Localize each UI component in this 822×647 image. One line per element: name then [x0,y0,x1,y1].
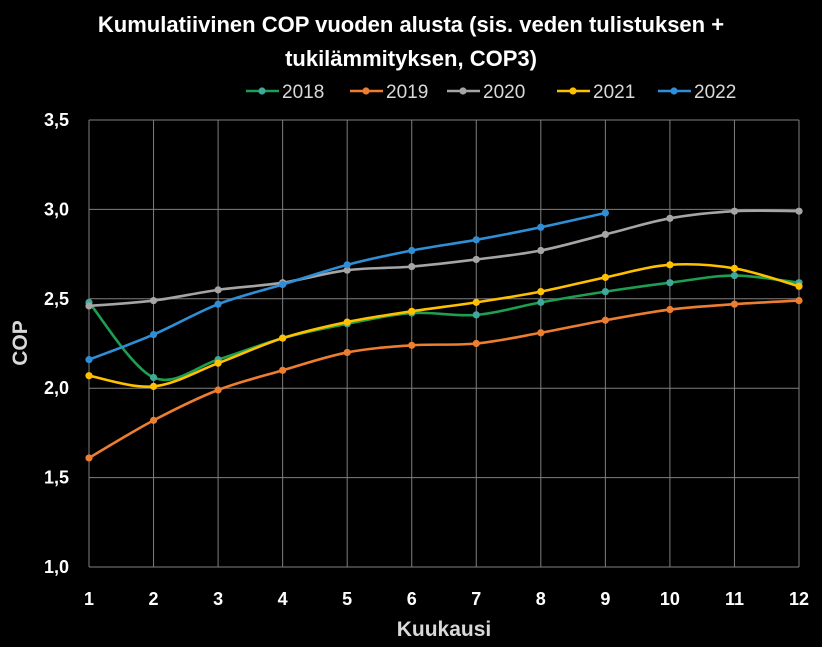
series-2018 [85,271,803,382]
data-point-2022 [149,330,158,339]
y-tick-label: 3,5 [44,110,69,130]
data-point-2021 [666,261,674,269]
data-point-2021 [149,382,158,391]
legend-label-2018: 2018 [282,82,324,103]
legend-label-2019: 2019 [386,82,428,103]
data-point-2021 [343,318,351,326]
data-point-2019 [279,366,287,374]
series-line-2020 [88,209,800,308]
series-2020 [85,207,803,310]
data-point-2019 [214,386,222,394]
data-point-2020 [666,214,674,222]
data-point-2019 [85,454,93,462]
x-tick-label: 3 [213,589,223,609]
data-point-2022 [408,246,416,255]
data-point-2022 [279,280,287,289]
data-point-2019 [472,339,480,348]
y-tick-label: 1,5 [44,468,69,488]
series-2022 [85,209,609,364]
data-point-2019 [666,305,674,314]
x-tick-label: 7 [471,589,481,609]
x-tick-label: 4 [278,589,288,609]
data-point-2021 [601,273,609,281]
y-tick-label: 2,5 [44,289,69,309]
data-point-2020 [85,302,93,310]
data-point-2019 [408,341,416,349]
data-point-2021 [537,288,545,296]
series-2021 [85,261,803,391]
data-point-2019 [601,316,609,324]
data-point-2020 [149,296,158,305]
data-point-2019 [537,329,545,337]
data-point-2020 [214,286,222,294]
data-point-2020 [472,255,480,264]
data-point-2022 [537,223,545,231]
series-line-2019 [88,299,800,460]
x-tick-label: 12 [789,589,809,609]
data-point-2021 [279,334,287,342]
series-2019 [85,296,803,462]
legend-label-2020: 2020 [483,82,525,103]
data-point-2019 [149,416,158,424]
x-tick-label: 5 [342,589,352,609]
legend-marker-2018 [258,87,266,95]
data-point-2021 [214,359,222,367]
data-point-2021 [730,264,739,273]
data-point-2022 [85,355,93,364]
legend-marker-2021 [569,87,577,95]
x-tick-label: 10 [660,589,680,609]
chart-title-line-1: Kumulatiivinen COP vuoden alusta (sis. v… [98,12,724,37]
data-point-2022 [343,261,351,269]
data-point-2019 [795,296,803,305]
legend: 2018 2019 2020 2021 2022 [246,82,736,103]
x-tick-label: 1 [84,589,94,609]
data-point-2018 [730,271,739,280]
series-lines [85,207,803,462]
legend-marker-2019 [362,87,370,95]
data-point-2022 [214,300,222,308]
data-point-2022 [472,236,480,244]
data-point-2020 [343,266,351,274]
data-point-2022 [601,209,609,217]
data-point-2018 [666,279,674,287]
legend-marker-2022 [670,87,678,95]
series-line-2018 [88,274,800,382]
axis-ticks: 1,01,52,02,53,03,51 2 3 4 5 6 7 8 9 10 11 12 [44,110,809,609]
x-tick-label: 6 [407,589,417,609]
legend-label-2022: 2022 [694,82,736,103]
data-point-2019 [730,300,739,308]
data-point-2021 [408,307,416,315]
data-point-2018 [149,373,158,382]
x-tick-label: 8 [536,589,546,609]
legend-label-2021: 2021 [593,82,635,103]
x-tick-label: 9 [600,589,610,609]
x-axis-label: Kuukausi [397,618,492,641]
y-tick-label: 2,0 [44,378,69,398]
y-axis-label: COP [9,320,32,366]
data-point-2021 [472,298,480,306]
data-point-2018 [601,288,609,296]
data-point-2021 [85,372,93,380]
chart-title-line-2: tukilämmityksen, COP3) [285,46,537,71]
data-point-2018 [472,311,480,319]
data-point-2018 [537,298,545,306]
y-tick-label: 3,0 [44,199,69,219]
x-tick-label: 11 [725,589,744,609]
x-tick-label: 2 [149,589,159,609]
data-point-2019 [343,348,351,357]
data-point-2021 [795,282,803,290]
series-line-2021 [88,262,800,388]
y-tick-label: 1,0 [44,557,69,577]
data-point-2020 [408,263,416,271]
data-point-2020 [730,207,739,215]
data-point-2020 [601,230,609,239]
legend-marker-2020 [459,87,467,95]
data-point-2020 [537,246,545,255]
data-point-2020 [795,207,803,215]
